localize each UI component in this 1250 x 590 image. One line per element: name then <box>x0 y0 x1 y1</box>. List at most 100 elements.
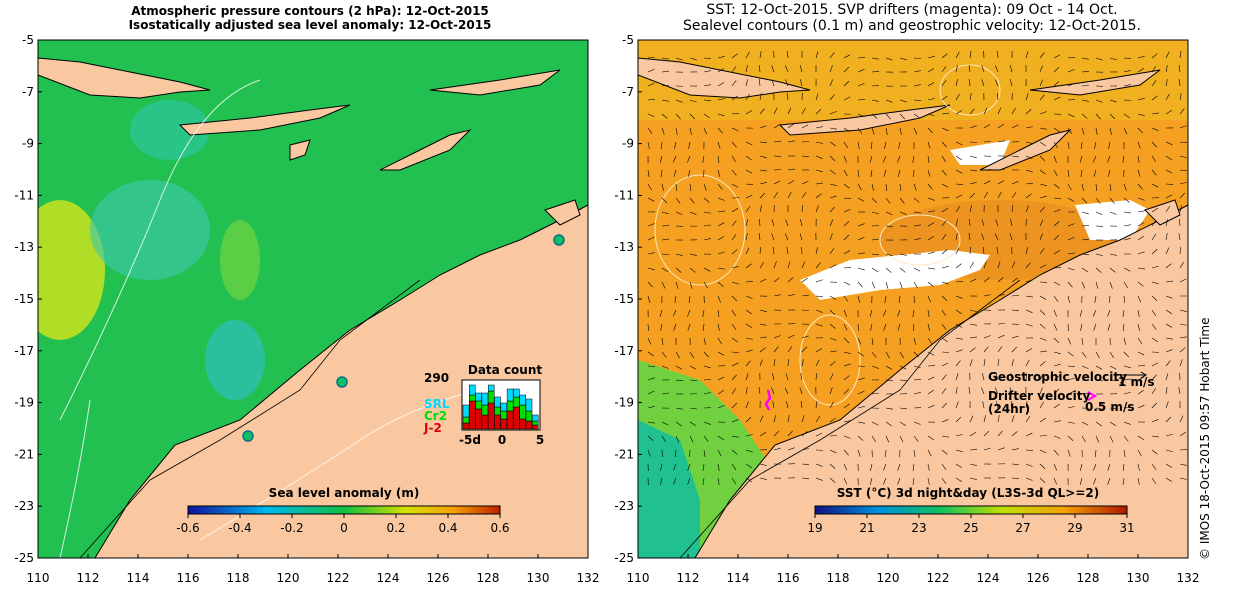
velocity-arrow <box>703 351 709 358</box>
velocity-arrow <box>1025 432 1033 437</box>
velocity-arrow <box>1179 181 1187 185</box>
velocity-arrow <box>1137 404 1145 409</box>
velocity-arrow <box>1178 65 1181 73</box>
velocity-arrow <box>1067 223 1075 227</box>
velocity-arrow <box>899 253 907 256</box>
velocity-arrow <box>1053 420 1061 423</box>
velocity-arrow <box>647 365 656 367</box>
sla-colorbar-ticks: -0.6 -0.4 -0.2 0 0.2 0.4 0.6 <box>176 514 510 535</box>
velocity-arrow <box>871 197 878 204</box>
velocity-arrow <box>1025 182 1033 185</box>
velocity-arrow <box>1095 197 1101 204</box>
sst-colorbar <box>814 505 1128 515</box>
velocity-arrow <box>913 351 920 358</box>
velocity-arrow <box>843 250 851 255</box>
velocity-arrow <box>661 281 666 289</box>
velocity-arrow <box>1123 365 1131 369</box>
velocity-arrow <box>1053 183 1060 189</box>
velocity-arrow <box>815 463 823 467</box>
velocity-arrow <box>997 168 1005 171</box>
flores-islands <box>429 69 561 96</box>
velocity-arrow <box>759 261 765 269</box>
velocity-arrow <box>731 419 739 423</box>
velocity-arrow <box>927 113 935 117</box>
velocity-arrow <box>1151 449 1158 455</box>
velocity-arrow <box>955 155 962 161</box>
velocity-arrow <box>787 430 793 437</box>
velocity-arrow <box>913 238 921 241</box>
velocity-arrow <box>969 181 977 185</box>
velocity-arrow <box>1053 463 1058 471</box>
velocity-arrow <box>1067 365 1075 368</box>
velocity-arrow <box>927 405 935 409</box>
velocity-arrow <box>773 447 781 451</box>
velocity-arrow <box>829 463 836 469</box>
velocity-arrow <box>660 323 663 331</box>
velocity-arrow <box>1081 211 1089 215</box>
velocity-arrow <box>745 337 753 340</box>
velocity-arrow <box>1179 309 1187 312</box>
velocity-arrow <box>829 195 837 199</box>
velocity-arrow <box>745 401 749 409</box>
velocity-arrow <box>731 155 736 163</box>
inset-bar-segment <box>500 410 508 420</box>
velocity-arrow <box>1137 210 1145 213</box>
velocity-arrow <box>1179 278 1187 283</box>
sst-cooler-south <box>638 420 700 558</box>
velocity-arrow <box>857 435 864 441</box>
velocity-arrow <box>787 168 795 171</box>
velocity-arrow <box>815 93 819 101</box>
velocity-arrow <box>689 57 697 61</box>
velocity-arrow <box>955 309 962 315</box>
left-title-line1: Atmospheric pressure contours (2 hPa): 1… <box>131 4 489 18</box>
inset-bar-segment <box>494 406 501 416</box>
velocity-arrow <box>912 477 915 485</box>
velocity-arrow <box>1039 79 1044 87</box>
velocity-arrow <box>871 70 879 73</box>
velocity-arrow <box>1053 96 1061 101</box>
velocity-arrow <box>1039 323 1046 329</box>
velocity-arrow <box>1123 84 1131 87</box>
velocity-arrow <box>843 337 850 344</box>
velocity-arrow <box>773 346 779 353</box>
lat-tick-label: -21 <box>14 447 34 461</box>
velocity-arrow <box>997 92 999 101</box>
velocity-arrow <box>829 169 836 175</box>
velocity-arrow <box>745 323 753 328</box>
velocity-arrow <box>927 251 935 255</box>
inset-bar-segment <box>475 392 482 402</box>
inset-bar-segment <box>487 402 495 430</box>
velocity-arrow <box>1039 52 1045 59</box>
velocity-arrow <box>857 169 860 177</box>
velocity-arrow <box>745 477 753 483</box>
velocity-arrow <box>1137 449 1142 457</box>
velocity-arrow <box>857 56 865 59</box>
velocity-arrow <box>1067 169 1070 177</box>
velocity-arrow <box>815 108 822 115</box>
sealevel-contour <box>879 214 961 266</box>
velocity-arrow <box>843 435 851 439</box>
velocity-arrow <box>647 435 654 441</box>
velocity-arrow <box>1011 415 1015 423</box>
velocity-arrow <box>815 169 823 173</box>
velocity-arrow <box>1081 267 1088 273</box>
velocity-arrow <box>647 127 653 134</box>
velocity-arrow <box>870 141 873 149</box>
velocity-arrow <box>801 294 809 297</box>
velocity-arrow <box>885 127 888 135</box>
drifter-track <box>764 389 772 411</box>
velocity-arrow <box>927 449 932 457</box>
velocity-arrow <box>689 113 696 120</box>
velocity-arrow <box>1039 127 1047 130</box>
velocity-arrow <box>871 337 874 345</box>
lon-tick-label: 130 <box>1127 571 1150 585</box>
inset-bar-segment <box>469 394 476 402</box>
drifter-legend-label: Drifter velocity <box>988 389 1090 403</box>
velocity-arrow <box>983 277 990 283</box>
velocity-arrow <box>885 113 891 120</box>
velocity-arrow <box>773 140 781 143</box>
velocity-arrow <box>1039 264 1047 269</box>
velocity-arrow <box>731 337 738 343</box>
inset-bar-segment <box>513 396 520 408</box>
velocity-arrow <box>687 155 691 163</box>
